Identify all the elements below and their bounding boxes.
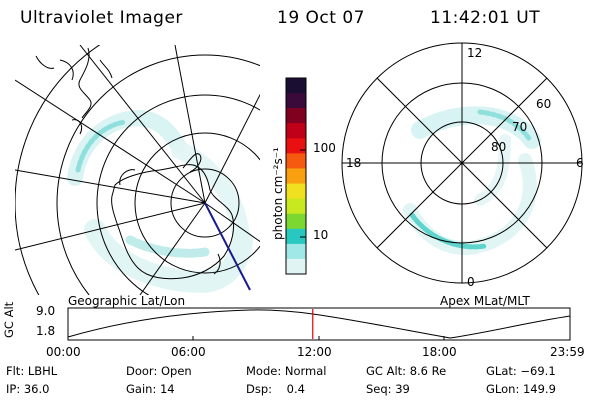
mlt-label-6: 6 bbox=[576, 156, 584, 170]
colorbar-segment bbox=[286, 78, 306, 94]
observation-time: 11:42:01 UT bbox=[430, 8, 541, 28]
lat-label-70: 70 bbox=[512, 120, 528, 134]
colorbar-segment bbox=[286, 258, 306, 275]
glon-info: GLon: 149.9 bbox=[486, 382, 556, 396]
mlt-diagonal-2 bbox=[376, 77, 548, 249]
mlt-label-18: 18 bbox=[346, 156, 362, 170]
colorbar-segment bbox=[286, 168, 306, 185]
glat-info: GLat: −69.1 bbox=[486, 364, 556, 378]
dsp-info: Dsp: 0.4 bbox=[246, 382, 305, 396]
lat-label-60: 60 bbox=[536, 97, 552, 111]
colorbar-segment bbox=[286, 108, 306, 124]
colorbar-segment bbox=[286, 183, 306, 200]
timeline-x-tick-2359: 23:59 bbox=[550, 345, 585, 359]
mlt-label-12: 12 bbox=[467, 46, 483, 60]
colorbar-tick-10: 10 bbox=[313, 228, 329, 242]
timeline-frame bbox=[67, 307, 571, 341]
timeline-y-axis-label: GC Alt bbox=[2, 301, 16, 338]
seq-info: Seq: 39 bbox=[366, 382, 410, 396]
geographic-panel-label: Geographic Lat/Lon bbox=[68, 294, 186, 308]
colorbar-segment bbox=[286, 93, 306, 109]
filter-info: Flt: LBHL bbox=[6, 364, 58, 378]
ip-info: IP: 36.0 bbox=[6, 382, 50, 396]
coastlines bbox=[35, 47, 235, 280]
apex-panel-label: Apex MLat/MLT bbox=[440, 294, 530, 308]
colorbar-segment bbox=[286, 153, 306, 169]
mlt-label-0: 0 bbox=[467, 275, 475, 289]
meridian-lines bbox=[15, 45, 260, 295]
colorbar-segment bbox=[286, 123, 306, 139]
timeline-x-tick-1200: 12:00 bbox=[297, 345, 332, 359]
gain-info: Gain: 14 bbox=[126, 382, 175, 396]
colorbar-segment bbox=[286, 228, 306, 245]
gc-alt-info: GC Alt: 8.6 Re bbox=[366, 364, 447, 378]
altitude-curve bbox=[67, 309, 571, 339]
timeline-x-tick-0000: 00:00 bbox=[46, 345, 81, 359]
timeline-y-tick-low: 1.8 bbox=[36, 324, 56, 338]
timeline-y-tick-high: 9.0 bbox=[36, 304, 56, 318]
timeline-x-tick-1800: 18:00 bbox=[422, 345, 457, 359]
mode-info: Mode: Normal bbox=[246, 364, 327, 378]
instrument-title: Ultraviolet Imager bbox=[20, 8, 183, 28]
latitude-circles bbox=[15, 45, 260, 295]
lat-label-80: 80 bbox=[491, 140, 507, 154]
colorbar-segment bbox=[286, 198, 306, 215]
timeline-x-tick-0600: 06:00 bbox=[171, 345, 206, 359]
observation-date: 19 Oct 07 bbox=[277, 8, 365, 28]
colorbar-segment bbox=[286, 243, 306, 260]
door-info: Door: Open bbox=[126, 364, 192, 378]
colorbar-tick-100: 100 bbox=[313, 141, 336, 155]
satellite-ground-track bbox=[204, 202, 251, 291]
colorbar-segment bbox=[286, 213, 306, 230]
